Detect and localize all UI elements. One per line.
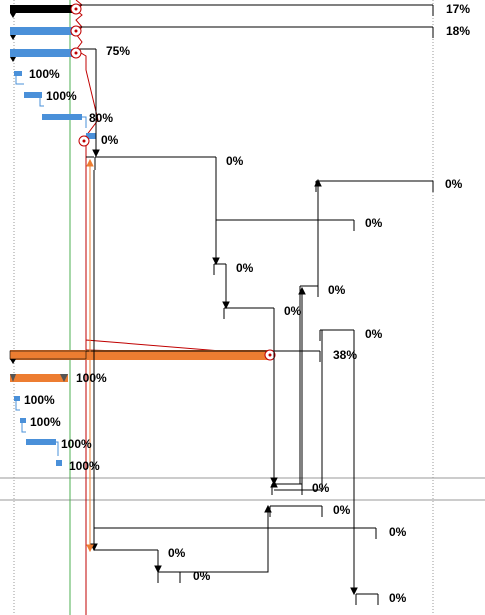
task-bar[interactable] xyxy=(20,418,26,433)
percent-complete-label: 0% xyxy=(168,546,186,560)
summary-bar-black[interactable] xyxy=(10,3,434,18)
task-bar[interactable] xyxy=(24,92,44,107)
percent-complete-label: 18% xyxy=(446,24,470,38)
summary-outline-bar[interactable] xyxy=(215,219,355,231)
percent-complete-label: 0% xyxy=(284,304,302,318)
percent-complete-label: 0% xyxy=(312,481,330,495)
task-bar[interactable] xyxy=(14,71,24,85)
percent-complete-label: 75% xyxy=(106,44,130,58)
percent-complete-label: 100% xyxy=(69,459,100,473)
percent-complete-label: 38% xyxy=(333,348,357,362)
percent-complete-label: 0% xyxy=(365,327,383,341)
percent-complete-label: 0% xyxy=(193,569,211,583)
summary-outline-bar[interactable] xyxy=(94,549,159,561)
summary-outline-bar[interactable] xyxy=(355,593,379,605)
percent-complete-label: 17% xyxy=(446,2,470,16)
summary-outline-bar[interactable] xyxy=(319,329,355,341)
summary-outline-bar[interactable] xyxy=(223,307,275,319)
summary-bar-blue[interactable] xyxy=(10,25,434,40)
percent-complete-label: 100% xyxy=(46,89,77,103)
summary-bar-orange[interactable] xyxy=(9,349,321,364)
summary-outline-bar[interactable] xyxy=(315,180,434,192)
percent-complete-label: 0% xyxy=(101,133,119,147)
summary-outline-bar[interactable] xyxy=(269,505,323,517)
percent-complete-label: 100% xyxy=(61,437,92,451)
percent-complete-label: 100% xyxy=(76,371,107,385)
percent-complete-label: 100% xyxy=(30,415,61,429)
percent-complete-label: 0% xyxy=(389,591,407,605)
percent-complete-label: 0% xyxy=(236,261,254,275)
percent-complete-label: 80% xyxy=(89,111,113,125)
dependency-links xyxy=(86,62,358,596)
summary-outline-bar[interactable] xyxy=(94,156,217,170)
task-bar[interactable] xyxy=(42,114,87,128)
percent-complete-label: 0% xyxy=(389,525,407,539)
task-bar[interactable] xyxy=(78,133,96,147)
summary-outline-bar[interactable] xyxy=(93,527,377,539)
task-bar[interactable] xyxy=(56,460,62,466)
percent-complete-label: 100% xyxy=(24,393,55,407)
orange-dependency-link xyxy=(86,158,94,553)
percent-complete-label: 0% xyxy=(333,503,351,517)
summary-outline-bar[interactable] xyxy=(213,263,227,275)
summary-bar-blue[interactable] xyxy=(10,47,97,62)
task-bar[interactable] xyxy=(26,439,59,456)
summary-bar-orange-small[interactable] xyxy=(10,374,68,382)
task-bar[interactable] xyxy=(14,396,20,411)
summary-outline-bar[interactable] xyxy=(157,571,181,583)
percent-complete-label: 0% xyxy=(226,154,244,168)
percent-complete-label: 0% xyxy=(328,283,346,297)
percent-complete-label: 100% xyxy=(29,67,60,81)
percent-complete-label: 0% xyxy=(365,216,383,230)
percent-complete-label: 0% xyxy=(445,177,463,191)
